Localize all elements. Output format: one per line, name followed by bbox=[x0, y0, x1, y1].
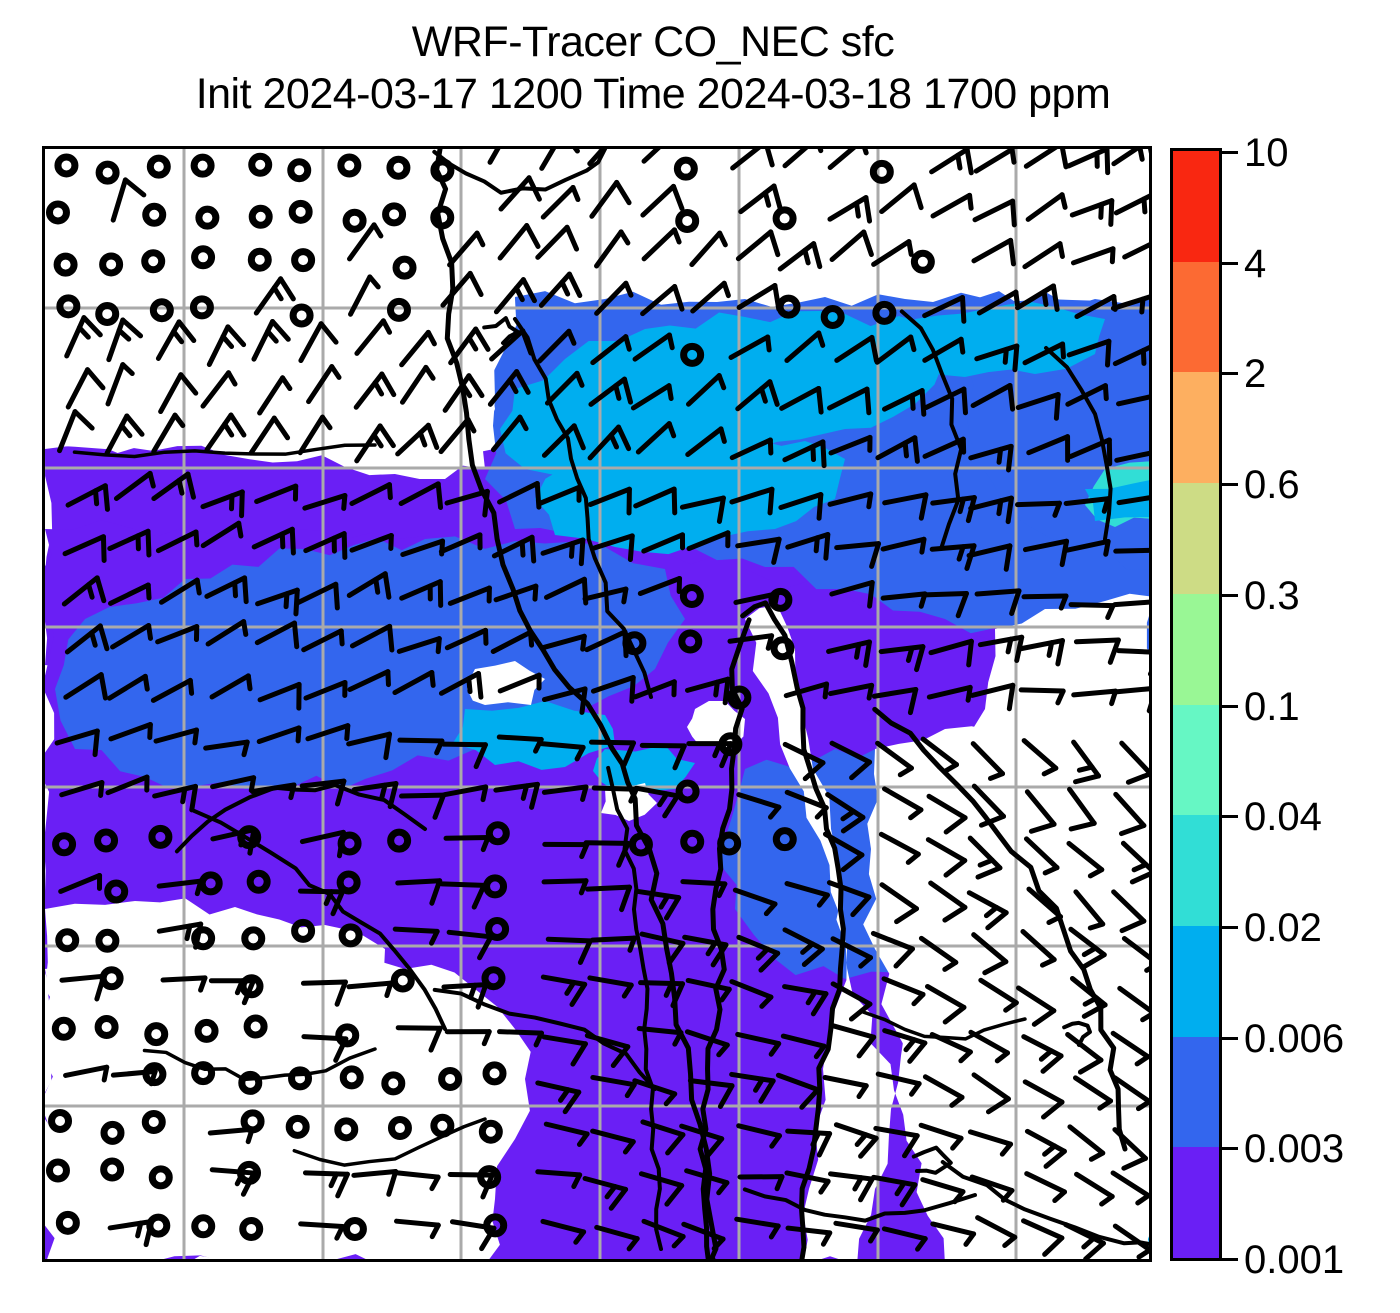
colorbar-band bbox=[1173, 815, 1219, 927]
colorbar bbox=[1170, 148, 1222, 1261]
colorbar-band bbox=[1173, 1036, 1219, 1148]
map-plot-area bbox=[42, 146, 1152, 1262]
colorbar-tick bbox=[1222, 1036, 1238, 1040]
colorbar-tick bbox=[1222, 261, 1238, 265]
colorbar-tick-label: 0.1 bbox=[1244, 684, 1300, 729]
colorbar-tick bbox=[1222, 704, 1238, 708]
colorbar-tick-label: 0.6 bbox=[1244, 463, 1300, 508]
colorbar-band bbox=[1173, 704, 1219, 816]
colorbar-tick-label: 10 bbox=[1244, 131, 1289, 175]
colorbar-band bbox=[1173, 925, 1219, 1038]
colorbar-tick-label: 0.3 bbox=[1244, 573, 1300, 618]
map-svg bbox=[45, 149, 1149, 1259]
colorbar-tick-label: 2 bbox=[1244, 352, 1267, 397]
colorbar-tick bbox=[1222, 151, 1238, 154]
colorbar-tick-label: 0.001 bbox=[1244, 1238, 1345, 1282]
map-canvas bbox=[45, 149, 1149, 1259]
colorbar-band bbox=[1173, 593, 1219, 706]
colorbar-band bbox=[1173, 151, 1219, 263]
colorbar-band bbox=[1173, 372, 1219, 484]
colorbar-tick bbox=[1222, 1147, 1238, 1151]
figure-title-line1: WRF-Tracer CO_NEC sfc bbox=[411, 18, 895, 66]
figure-title-line2: Init 2024-03-17 1200 Time 2024-03-18 170… bbox=[195, 70, 1111, 118]
colorbar-tick bbox=[1222, 815, 1238, 819]
colorbar-tick bbox=[1222, 483, 1238, 487]
colorbar-ticks: 10 4 2 0.6 0.3 0.1 0.04 0.02 0.006 0.003 0.001 bbox=[1222, 133, 1400, 1280]
colorbar-tick-label: 4 bbox=[1244, 241, 1267, 286]
colorbar-tick bbox=[1222, 1258, 1238, 1261]
colorbar-tick bbox=[1222, 593, 1238, 597]
colorbar-band bbox=[1173, 483, 1219, 595]
colorbar-tick bbox=[1222, 925, 1238, 929]
colorbar-tick-label: 0.02 bbox=[1244, 905, 1322, 950]
colorbar-tick-label: 0.003 bbox=[1244, 1127, 1345, 1172]
colorbar-band bbox=[1173, 1147, 1219, 1258]
colorbar-tick bbox=[1222, 372, 1238, 376]
colorbar-tick-label: 0.04 bbox=[1244, 795, 1322, 840]
colorbar-band bbox=[1173, 261, 1219, 373]
colorbar-tick-label: 0.006 bbox=[1244, 1016, 1345, 1061]
figure-title: WRF-Tracer CO_NEC sfc Init 2024-03-17 12… bbox=[0, 16, 1306, 120]
